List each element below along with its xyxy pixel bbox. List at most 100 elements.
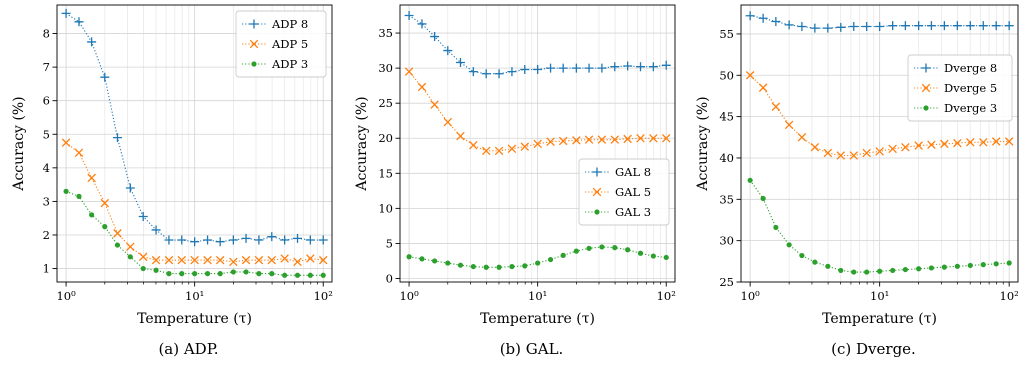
legend-label: Dverge 5 (944, 81, 997, 95)
data-point (533, 65, 543, 75)
data-point (138, 252, 148, 262)
data-point (758, 83, 768, 92)
data-point (89, 212, 95, 218)
data-point (217, 271, 223, 277)
y-tick-label: 4 (43, 161, 50, 175)
data-point (179, 271, 185, 277)
data-point (470, 263, 476, 270)
y-tick-label: 2 (43, 228, 50, 242)
data-point (586, 245, 592, 251)
x-axis-label: Temperature (τ) (822, 311, 937, 327)
x-tick-label: 10² (314, 289, 333, 303)
data-point (745, 11, 755, 21)
data-point (810, 23, 820, 33)
data-point (254, 235, 264, 245)
x-tick-label: 10⁰ (741, 289, 761, 303)
data-point (823, 148, 833, 158)
y-tick-label: 30 (378, 61, 393, 75)
y-tick-label: 6 (43, 94, 50, 108)
series-line (408, 246, 667, 268)
data-point (849, 21, 859, 31)
y-tick-label: 15 (378, 166, 393, 180)
data-point (494, 146, 504, 156)
data-point (758, 13, 768, 23)
data-point (164, 255, 174, 265)
data-point (215, 255, 225, 265)
y-tick-label: 50 (719, 68, 734, 82)
data-point (939, 21, 949, 31)
data-point (953, 138, 962, 148)
data-point (875, 147, 884, 156)
data-point (797, 133, 807, 142)
data-point (151, 255, 161, 265)
data-point (230, 269, 236, 275)
data-point (599, 244, 605, 250)
data-point (520, 65, 530, 75)
data-point (445, 260, 451, 266)
data-point (978, 21, 988, 31)
data-point (900, 21, 910, 31)
data-point (572, 136, 581, 145)
data-point (190, 237, 200, 247)
data-point (320, 272, 326, 278)
series-line (408, 71, 667, 152)
legend-marker (921, 63, 931, 73)
data-point (812, 259, 818, 265)
panel-gal: 10⁰ 10¹ 10² 0 5 10 15 20 25 30 35 Temperature (τ) Ac… (354, 4, 676, 358)
data-point (1006, 260, 1012, 266)
data-point (140, 265, 146, 272)
data-point (888, 144, 897, 154)
legend-marker (592, 167, 602, 177)
series-x (745, 71, 1014, 160)
data-point (190, 255, 199, 265)
legend-box (235, 10, 327, 78)
data-point (318, 255, 328, 265)
data-point (457, 262, 464, 268)
panel-caption: (a) ADP. (158, 340, 218, 358)
data-point (890, 267, 896, 274)
data-point (914, 141, 923, 150)
legend-label: ADP 8 (271, 17, 308, 31)
y-axis-label: Accuracy (%) (354, 96, 370, 191)
x-tick-label: 10⁰ (56, 289, 76, 303)
data-point (305, 235, 315, 245)
data-point (256, 271, 262, 277)
data-point (661, 60, 671, 70)
data-point (177, 255, 187, 265)
data-point (637, 250, 644, 256)
series-dot (63, 188, 326, 278)
data-point (940, 139, 949, 149)
data-point (318, 235, 328, 245)
data-point (430, 32, 440, 42)
x-axis-label: Temperature (τ) (480, 311, 595, 327)
data-point (455, 58, 465, 68)
data-point (810, 142, 820, 152)
data-point (177, 235, 187, 245)
data-point (126, 242, 135, 252)
x-tick-label: 10¹ (185, 289, 204, 303)
y-tick-label: 3 (43, 194, 50, 208)
data-point (63, 188, 69, 194)
data-point (623, 61, 633, 71)
x-tick-label: 10¹ (870, 289, 889, 303)
x-tick-label: 10¹ (528, 289, 547, 303)
y-tick-label: 25 (378, 96, 393, 110)
data-point (113, 229, 122, 238)
data-point (507, 144, 517, 154)
legend: GAL 8 GAL 5 GAL 3 (578, 158, 670, 226)
data-point (571, 63, 581, 73)
data-point (584, 135, 594, 144)
data-point (203, 255, 212, 265)
data-point (991, 137, 1001, 146)
data-point (649, 133, 658, 143)
data-point (786, 242, 792, 248)
data-point (877, 268, 883, 274)
data-point (138, 212, 148, 222)
data-point (784, 120, 794, 130)
data-point (87, 173, 96, 183)
data-point (610, 135, 620, 144)
legend-label: GAL 8 (615, 165, 651, 179)
legend: ADP 8 ADP 5 ADP 3 (235, 10, 327, 78)
y-tick-label: 40 (719, 151, 734, 165)
data-point (417, 82, 427, 92)
